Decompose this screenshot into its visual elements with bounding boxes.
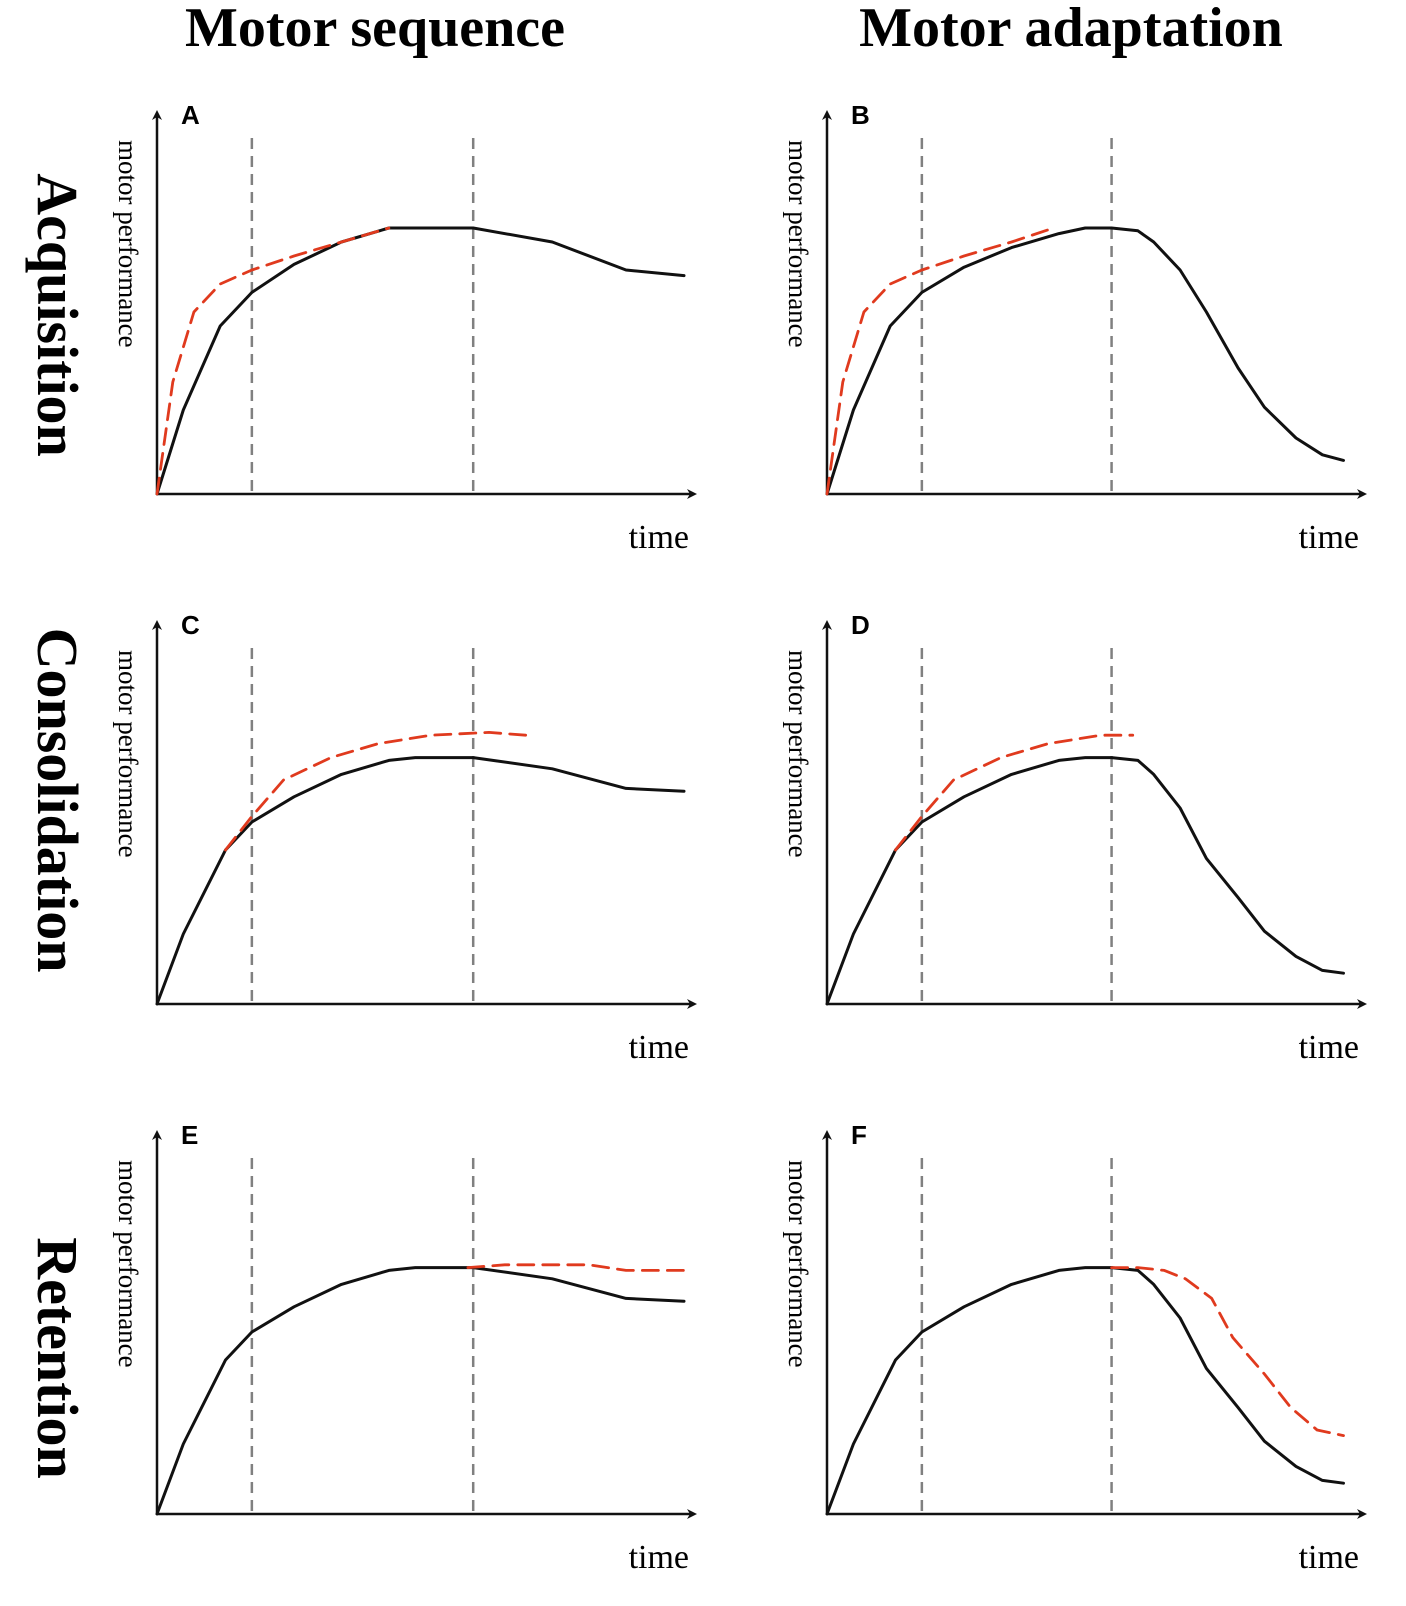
series-modulated-c bbox=[224, 731, 528, 852]
x-axis-label-c: time bbox=[629, 1029, 689, 1066]
column-title-motor-adaptation: Motor adaptation bbox=[859, 0, 1283, 59]
panel-letter-c: C bbox=[181, 610, 200, 640]
series-modulated-d bbox=[894, 733, 1135, 852]
column-title-motor-sequence: Motor sequence bbox=[185, 0, 565, 59]
x-axis-label-a: time bbox=[629, 519, 689, 556]
series-modulated-b bbox=[825, 226, 1055, 496]
x-axis-label-b: time bbox=[1299, 519, 1359, 556]
panel-letter-a: A bbox=[181, 100, 200, 130]
series-modulated-f bbox=[1110, 1266, 1345, 1437]
series-performance-c bbox=[155, 756, 686, 1006]
series-performance-e bbox=[155, 1266, 686, 1516]
y-axis-label-d: motor performance bbox=[783, 650, 813, 858]
y-axis-label-b: motor performance bbox=[783, 140, 813, 348]
series-modulated-a bbox=[155, 226, 391, 496]
panel-letter-d: D bbox=[851, 610, 870, 640]
panel-letter-f: F bbox=[851, 1120, 867, 1150]
row-title-retention: Retention bbox=[25, 1237, 90, 1479]
y-axis-label-f: motor performance bbox=[783, 1160, 813, 1368]
series-performance-d bbox=[825, 756, 1345, 1006]
series-modulated-e bbox=[466, 1263, 686, 1272]
y-axis-label-c: motor performance bbox=[113, 650, 143, 858]
panel-letter-e: E bbox=[181, 1120, 198, 1150]
row-title-consolidation: Consolidation bbox=[25, 628, 90, 973]
series-performance-a bbox=[155, 226, 686, 496]
x-axis-label-f: time bbox=[1299, 1539, 1359, 1576]
panel-letter-b: B bbox=[851, 100, 870, 130]
row-title-acquisition: Acquisition bbox=[25, 173, 90, 457]
y-axis-label-e: motor performance bbox=[113, 1160, 143, 1368]
series-performance-b bbox=[825, 226, 1345, 496]
y-axis-label-a: motor performance bbox=[113, 140, 143, 348]
x-axis-label-e: time bbox=[629, 1539, 689, 1576]
x-axis-label-d: time bbox=[1299, 1029, 1359, 1066]
series-performance-f bbox=[825, 1266, 1345, 1516]
